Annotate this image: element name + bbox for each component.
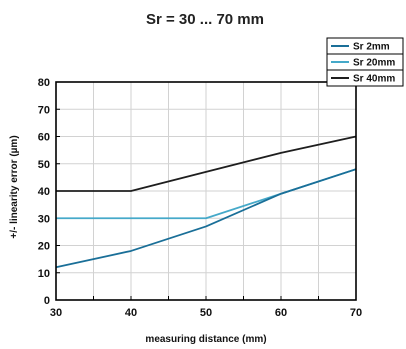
x-tick-label: 50 xyxy=(200,307,212,319)
legend-label: Sr 2mm xyxy=(353,42,390,53)
x-tick-label: 60 xyxy=(275,307,287,319)
series-line xyxy=(55,168,357,269)
y-tick-label: 30 xyxy=(38,213,50,225)
series-line xyxy=(56,135,357,192)
x-tick-label: 30 xyxy=(50,307,62,319)
y-tick-label: 20 xyxy=(38,241,50,253)
plot-frame xyxy=(55,81,357,301)
y-tick-label: 80 xyxy=(38,77,50,89)
y-tick-label: 60 xyxy=(38,132,50,144)
y-tick-label: 10 xyxy=(38,268,50,280)
x-axis-label: measuring distance (mm) xyxy=(145,334,266,345)
legend: Sr 2mm Sr 20mm Sr 40mm xyxy=(326,37,404,87)
chart-title: Sr = 30 ... 70 mm xyxy=(146,11,264,28)
x-tick-label: 70 xyxy=(350,307,362,319)
y-tick-label: 40 xyxy=(38,186,50,198)
y-tick-label: 50 xyxy=(38,159,50,171)
x-tick-label: 40 xyxy=(125,307,137,319)
y-tick-label: 70 xyxy=(38,104,50,116)
legend-label: Sr 20mm xyxy=(353,58,395,69)
series-layer xyxy=(55,135,357,269)
y-axis-label: +/- linearity error (µm) xyxy=(9,135,20,238)
y-tick-label: 0 xyxy=(44,295,50,307)
y-tick-labels: 0 10 20 30 40 50 60 70 80 xyxy=(38,77,50,307)
x-tick-labels: 30 40 50 60 70 xyxy=(50,307,362,319)
legend-label: Sr 40mm xyxy=(353,74,395,85)
